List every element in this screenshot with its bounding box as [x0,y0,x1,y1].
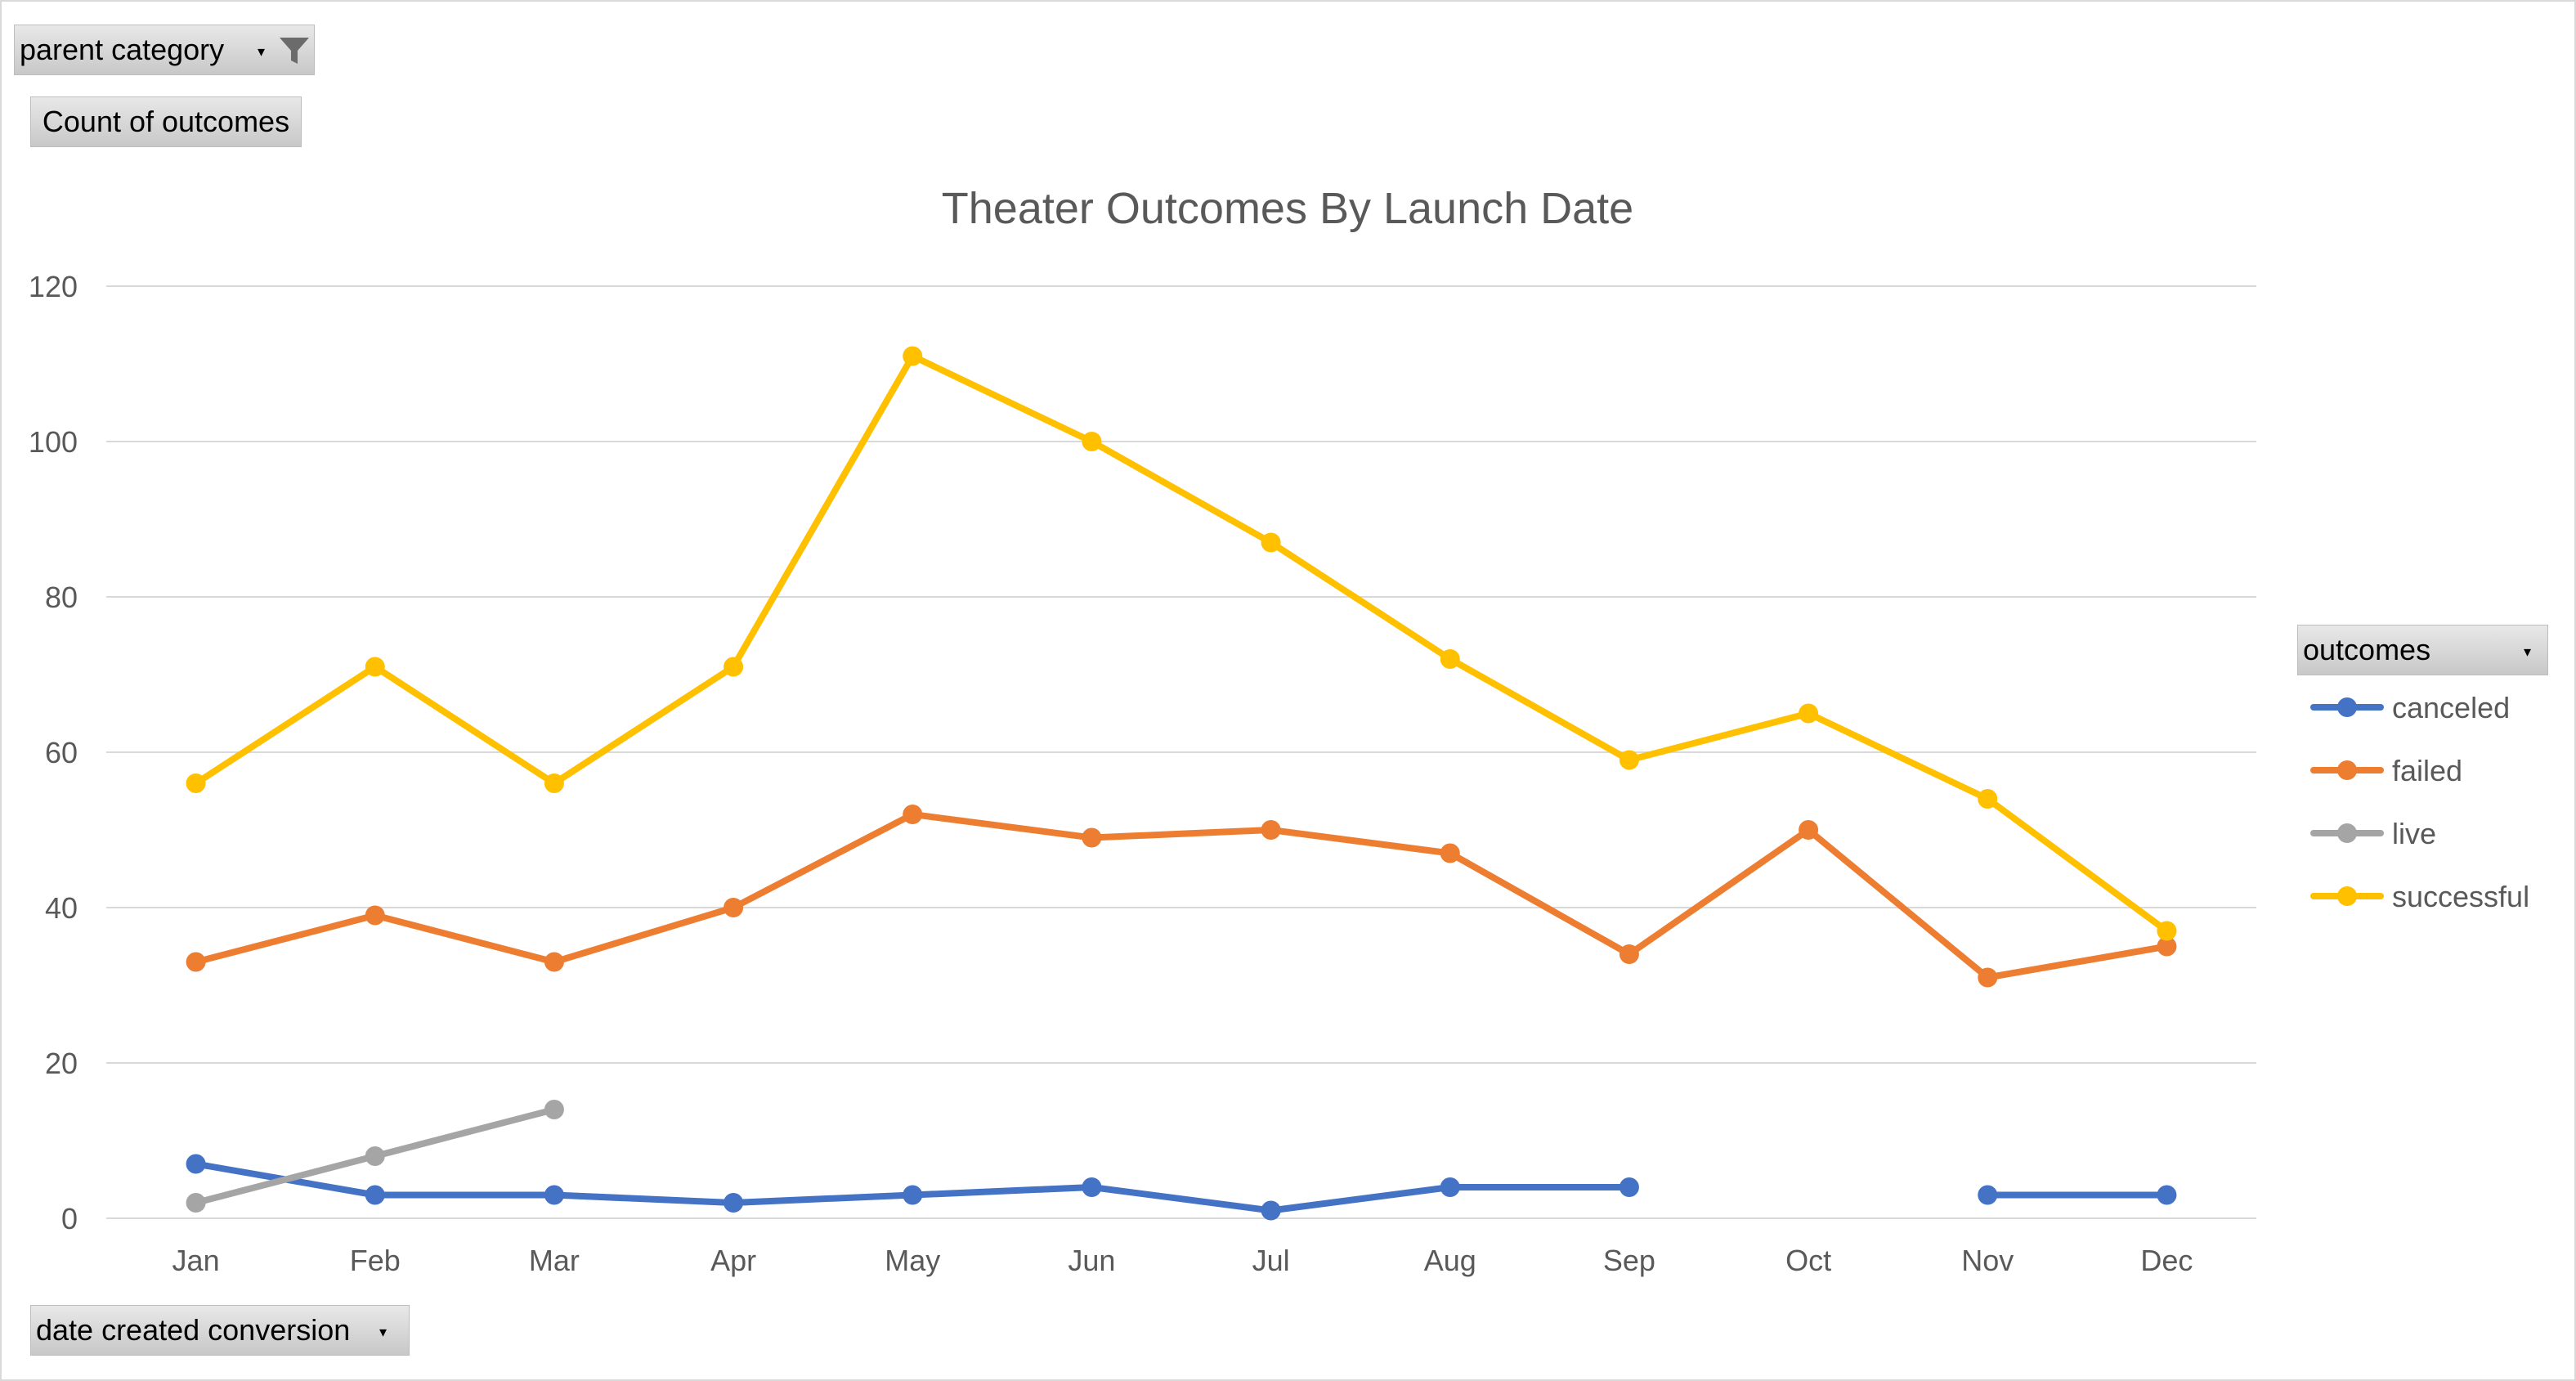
date-created-conversion-label: date created conversion [36,1313,351,1347]
x-tick-label: Jul [1252,1244,1290,1277]
dropdown-arrow-icon[interactable]: ▾ [2524,643,2532,660]
data-point-failed [365,905,385,926]
legend-label: live [2392,817,2436,850]
x-tick-label: Aug [1424,1244,1476,1277]
legend-marker [2337,823,2357,843]
legend-item-failed[interactable]: failed [2310,754,2462,787]
series-live [186,1100,564,1213]
dropdown-arrow-icon[interactable]: ▾ [379,1324,388,1340]
x-tick-label: Apr [710,1244,756,1277]
parent-category-label: parent category [20,33,225,66]
series-line-failed [192,811,2171,981]
data-point-successful [1978,789,1998,809]
data-point-successful [724,657,744,677]
y-tick-label: 80 [45,581,78,614]
parent-category-filter-button[interactable]: parent category ▾ [14,25,315,75]
data-point-canceled [1619,1177,1639,1197]
data-point-successful [903,346,923,366]
data-point-successful [1082,432,1102,451]
data-point-failed [1082,827,1102,848]
date-created-conversion-field-button[interactable]: date created conversion ▾ [30,1305,410,1356]
legend-marker [2337,760,2357,780]
y-tick-label: 100 [29,425,78,459]
x-tick-label: Feb [350,1244,401,1277]
legend-item-canceled[interactable]: canceled [2310,691,2510,724]
data-point-canceled [186,1154,206,1174]
x-tick-label: Sep [1603,1244,1655,1277]
data-point-canceled [903,1185,923,1205]
series-line-successful [192,352,2171,935]
series-successful [186,346,2177,941]
data-point-canceled [544,1185,564,1205]
legend-label: failed [2392,754,2462,787]
data-point-canceled [2157,1185,2177,1205]
legend-label: canceled [2392,691,2510,724]
legend-marker [2337,697,2357,717]
y-tick-label: 40 [45,891,78,925]
legend-label: successful [2392,880,2529,913]
y-tick-label: 20 [45,1047,78,1080]
y-tick-label: 0 [61,1202,78,1235]
x-tick-label: Nov [1961,1244,2014,1277]
data-point-failed [1978,967,1998,988]
data-point-live [365,1146,385,1166]
data-point-live [544,1100,564,1119]
x-tick-label: Dec [2140,1244,2193,1277]
x-tick-label: May [885,1244,940,1277]
data-point-successful [1440,649,1460,669]
data-point-failed [1799,820,1819,840]
series-failed [186,805,2177,988]
data-point-canceled [1440,1177,1460,1197]
data-point-successful [1799,703,1819,724]
data-point-failed [2157,936,2177,957]
data-point-live [186,1193,206,1213]
x-tick-label: Oct [1785,1244,1831,1277]
count-of-outcomes-label: Count of outcomes [42,105,290,138]
legend-marker [2337,886,2357,906]
data-point-canceled [1978,1185,1998,1205]
count-of-outcomes-field-button[interactable]: Count of outcomes [30,96,302,147]
funnel-filter-icon[interactable] [276,33,312,69]
data-point-canceled [365,1185,385,1205]
data-point-failed [544,952,564,972]
data-point-failed [186,952,206,972]
data-point-successful [544,773,564,793]
outcomes-field-label: outcomes [2303,633,2431,666]
x-tick-label: Mar [529,1244,580,1277]
outcomes-legend-field-button[interactable]: outcomes ▾ [2297,625,2548,675]
chart-title: Theater Outcomes By Launch Date [942,184,1633,233]
x-tick-label: Jun [1068,1244,1115,1277]
data-point-failed [724,898,744,917]
data-point-failed [1619,944,1639,964]
data-point-failed [903,805,923,824]
data-point-successful [1619,750,1639,770]
data-point-successful [186,773,206,793]
data-point-successful [2157,921,2177,941]
dropdown-arrow-icon[interactable]: ▾ [258,43,266,60]
data-point-canceled [1082,1177,1102,1197]
legend-item-live[interactable]: live [2310,817,2436,850]
data-point-canceled [1261,1200,1281,1221]
data-point-failed [1261,820,1281,840]
data-point-canceled [724,1193,744,1213]
data-point-successful [365,657,385,677]
y-tick-label: 60 [45,736,78,769]
legend-item-successful[interactable]: successful [2310,880,2529,913]
series-canceled [186,1154,2177,1221]
data-point-failed [1440,843,1460,863]
y-tick-label: 120 [29,270,78,303]
data-point-successful [1261,532,1281,553]
x-tick-label: Jan [172,1244,220,1277]
